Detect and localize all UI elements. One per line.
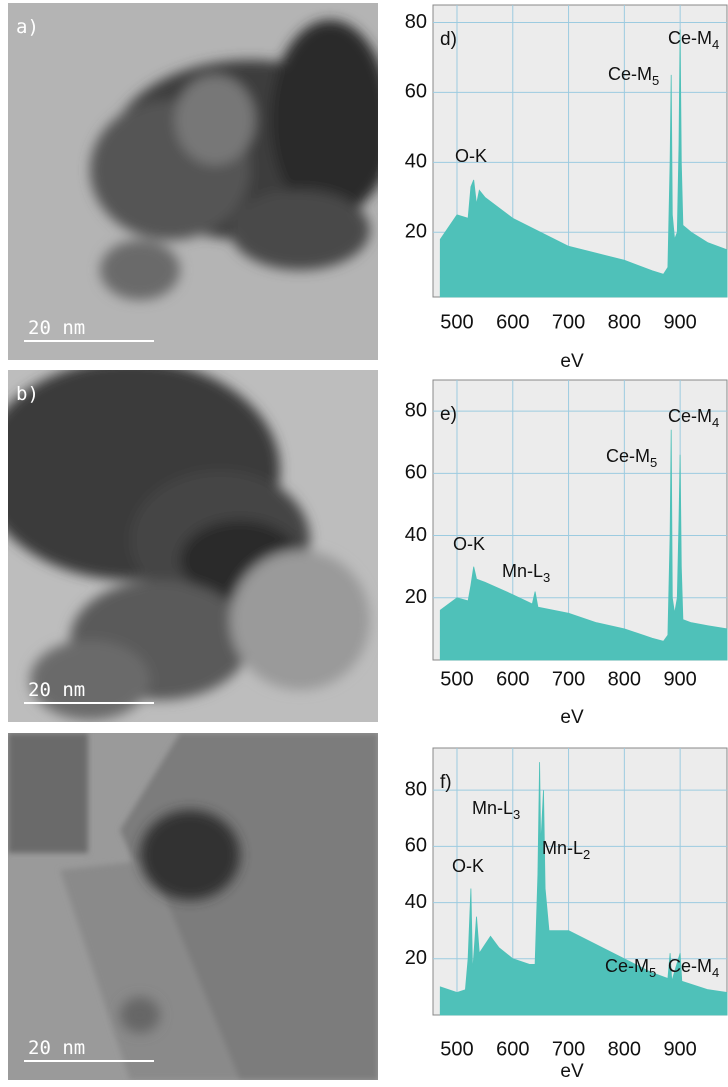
peak-annotation-subscript: 5: [649, 965, 656, 980]
x-tick-label: 600: [496, 668, 529, 690]
y-tick-label: 80: [405, 778, 427, 800]
peak-annotation: O-K: [453, 534, 485, 554]
peak-annotation: O-K: [452, 856, 484, 876]
x-tick-label: 800: [608, 668, 641, 690]
x-tick-label: 900: [663, 1038, 696, 1060]
y-tick-label: 40: [405, 151, 427, 173]
x-tick-label: 600: [496, 311, 529, 333]
x-tick-label: 500: [440, 668, 473, 690]
x-tick-label: 700: [552, 311, 585, 333]
peak-annotation-text: Ce-M: [668, 406, 712, 426]
peak-annotation-text: O-K: [455, 146, 487, 166]
peak-annotation-subscript: 5: [652, 73, 659, 88]
y-tick-label: 80: [405, 11, 427, 33]
x-tick-label: 900: [663, 668, 696, 690]
peak-annotation-subscript: 3: [513, 807, 520, 822]
x-tick-label: 800: [608, 311, 641, 333]
peak-annotation-subscript: 2: [583, 847, 590, 862]
y-tick-label: 60: [405, 462, 427, 484]
scale-bar-label: 20 nm: [28, 1037, 85, 1059]
y-tick-label: 60: [405, 81, 427, 103]
tem-image: [0, 360, 378, 722]
x-tick-label: 500: [440, 1038, 473, 1060]
peak-annotation-subscript: 3: [543, 570, 550, 585]
peak-annotation-text: Ce-M: [606, 446, 650, 466]
x-tick-label: 700: [552, 668, 585, 690]
scale-bar-label: 20 nm: [28, 317, 85, 339]
x-tick-label: 500: [440, 311, 473, 333]
peak-annotation-text: Mn-L: [502, 561, 543, 581]
panel-label: d): [440, 29, 457, 50]
peak-annotation-text: O-K: [453, 534, 485, 554]
panel-label: f): [440, 772, 452, 793]
y-tick-label: 40: [405, 891, 427, 913]
peak-annotation-text: Mn-L: [542, 838, 583, 858]
y-tick-label: 80: [405, 399, 427, 421]
peak-annotation-text: Mn-L: [472, 798, 513, 818]
peak-annotation-text: Ce-M: [668, 956, 712, 976]
y-tick-label: 40: [405, 524, 427, 546]
tem-image: [8, 3, 390, 360]
peak-annotation: O-K: [455, 146, 487, 166]
panel-label: e): [440, 404, 457, 425]
scale-bar-label: 20 nm: [28, 679, 85, 701]
x-axis-label: eV: [560, 707, 584, 728]
peak-annotation-subscript: 5: [650, 455, 657, 470]
peak-annotation-text: Ce-M: [605, 956, 649, 976]
y-tick-label: 20: [405, 947, 427, 969]
x-tick-label: 900: [663, 311, 696, 333]
peak-annotation-text: Ce-M: [668, 28, 712, 48]
panel-label: b): [16, 383, 39, 405]
peak-annotation-subscript: 4: [712, 415, 719, 430]
figure: a) 20 nm b) 20 nm 20 nm 20 40 60 80 500 600 700 800 9…: [0, 0, 728, 1082]
x-axis-label: eV: [560, 1061, 584, 1082]
y-tick-label: 20: [405, 221, 427, 243]
y-tick-label: 60: [405, 835, 427, 857]
x-tick-label: 600: [496, 1038, 529, 1060]
peak-annotation-text: O-K: [452, 856, 484, 876]
x-axis-label: eV: [560, 351, 584, 372]
peak-annotation-subscript: 4: [712, 37, 719, 52]
peak-annotation-text: Ce-M: [608, 64, 652, 84]
peak-annotation-subscript: 4: [712, 965, 719, 980]
y-tick-label: 20: [405, 586, 427, 608]
x-tick-label: 800: [608, 1038, 641, 1060]
x-tick-label: 700: [552, 1038, 585, 1060]
tem-image: [8, 733, 378, 1080]
panel-label: a): [16, 16, 39, 38]
